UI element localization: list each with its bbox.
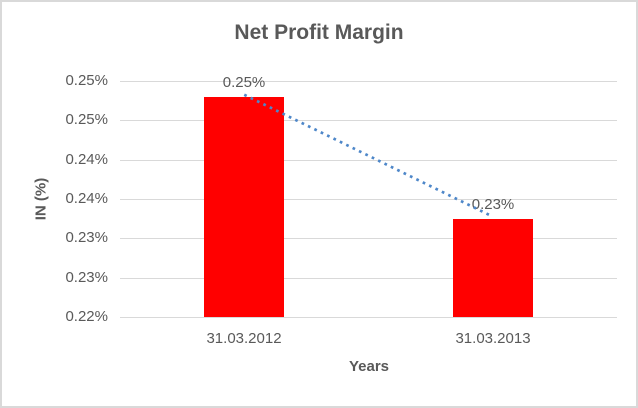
gridline	[120, 160, 617, 161]
gridline	[120, 278, 617, 279]
x-tick-label: 31.03.2012	[206, 330, 282, 347]
gridline	[120, 199, 617, 200]
gridline	[120, 120, 617, 121]
gridline	[120, 238, 617, 239]
chart-title: Net Profit Margin	[234, 21, 404, 44]
gridline	[120, 81, 617, 82]
x-tick-label: 31.03.2013	[455, 330, 531, 347]
bar-31.03.2012	[204, 97, 284, 317]
y-tick-label: 0.22%	[65, 308, 108, 325]
data-label: 0.23%	[471, 196, 515, 213]
y-tick-label: 0.24%	[65, 190, 108, 207]
plot-area	[120, 81, 617, 318]
y-tick-label: 0.25%	[65, 111, 108, 128]
y-tick-label: 0.24%	[65, 151, 108, 168]
gridline	[120, 317, 617, 318]
y-tick-label: 0.23%	[65, 269, 108, 286]
data-label: 0.25%	[222, 74, 266, 91]
x-axis-title: Years	[348, 358, 390, 375]
bar-31.03.2013	[453, 219, 533, 317]
y-tick-label: 0.25%	[65, 72, 108, 89]
y-tick-label: 0.23%	[65, 229, 108, 246]
